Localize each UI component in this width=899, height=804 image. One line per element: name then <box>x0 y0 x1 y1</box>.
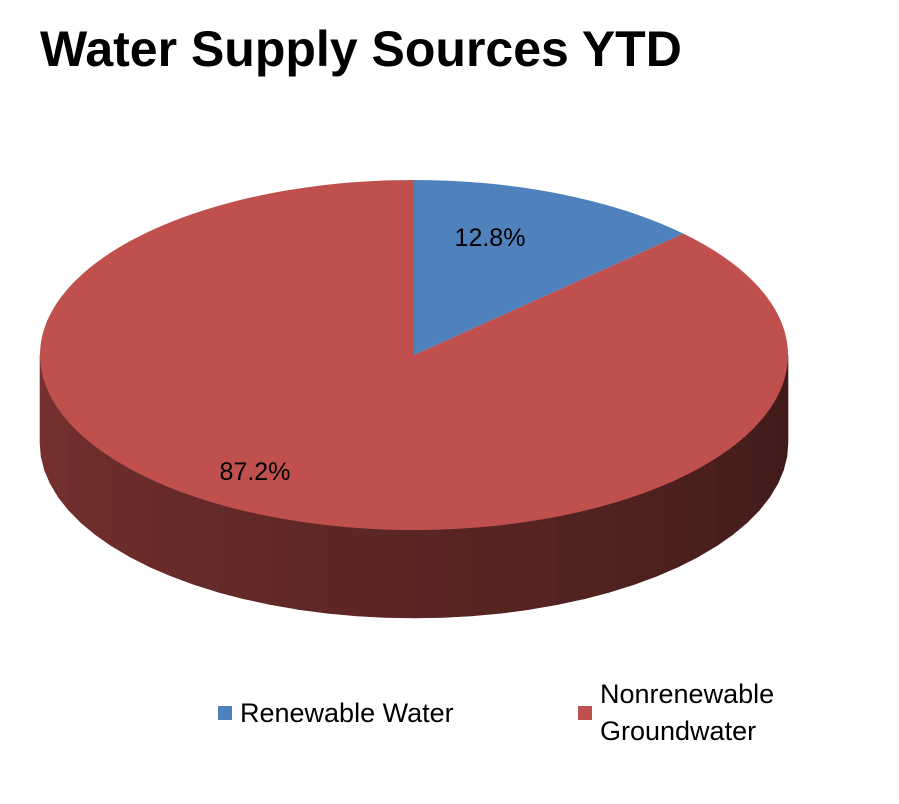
side-nonrenewable-groundwater-segment <box>777 382 784 484</box>
side-nonrenewable-groundwater-segment <box>111 457 130 558</box>
side-nonrenewable-groundwater-segment <box>270 516 299 610</box>
side-nonrenewable-groundwater-segment <box>298 521 327 614</box>
side-nonrenewable-groundwater-segment <box>413 529 444 619</box>
side-nonrenewable-groundwater-segment <box>746 421 760 524</box>
side-nonrenewable-groundwater-segment <box>68 421 82 524</box>
data-label-nonrenewable-groundwater: 87.2% <box>220 458 291 486</box>
side-nonrenewable-groundwater-segment <box>443 527 473 618</box>
side-nonrenewable-groundwater-segment <box>609 496 635 593</box>
side-nonrenewable-groundwater-segment <box>633 487 658 586</box>
side-nonrenewable-groundwater-segment <box>326 524 356 617</box>
side-nonrenewable-groundwater-segment <box>355 527 385 618</box>
side-nonrenewable-groundwater-segment <box>529 516 558 610</box>
side-nonrenewable-groundwater-segment <box>583 503 610 600</box>
side-nonrenewable-groundwater-segment <box>501 521 530 614</box>
side-nonrenewable-groundwater-segment <box>732 433 748 536</box>
side-nonrenewable-groundwater-segment <box>556 510 585 606</box>
side-nonrenewable-groundwater-segment <box>243 510 272 606</box>
chart-title: Water Supply Sources YTD <box>40 21 682 77</box>
side-nonrenewable-groundwater-segment <box>94 445 112 547</box>
pie-top-face <box>39 180 789 530</box>
side-nonrenewable-groundwater-segment <box>698 457 717 558</box>
side-nonrenewable-groundwater-segment <box>218 503 245 600</box>
side-nonrenewable-groundwater-segment <box>39 354 42 457</box>
side-nonrenewable-groundwater-segment <box>384 529 415 619</box>
side-nonrenewable-groundwater-segment <box>769 394 778 499</box>
side-nonrenewable-groundwater-segment <box>58 408 69 511</box>
side-nonrenewable-groundwater-segment <box>716 445 734 547</box>
side-nonrenewable-groundwater-segment <box>44 382 51 484</box>
side-nonrenewable-groundwater-segment <box>678 468 699 568</box>
pie-side-wall <box>39 354 789 619</box>
side-nonrenewable-groundwater-segment <box>759 408 770 511</box>
side-nonrenewable-groundwater-segment <box>656 478 679 577</box>
side-nonrenewable-groundwater-segment <box>783 368 788 471</box>
side-nonrenewable-groundwater-segment <box>472 524 502 617</box>
pie-data-labels: 12.8% 87.2% <box>220 224 526 486</box>
slice-renewable-water <box>414 180 684 355</box>
side-nonrenewable-groundwater-segment <box>193 496 219 593</box>
side-nonrenewable-groundwater-segment <box>129 468 150 568</box>
side-nonrenewable-groundwater-segment <box>149 478 172 577</box>
side-nonrenewable-groundwater-segment <box>80 433 96 536</box>
side-nonrenewable-groundwater-segment <box>40 368 45 471</box>
side-nonrenewable-groundwater-segment <box>50 394 59 499</box>
data-label-renewable-water: 12.8% <box>455 224 526 252</box>
slice-nonrenewable-groundwater <box>39 180 789 530</box>
side-nonrenewable-groundwater-segment <box>170 487 195 586</box>
